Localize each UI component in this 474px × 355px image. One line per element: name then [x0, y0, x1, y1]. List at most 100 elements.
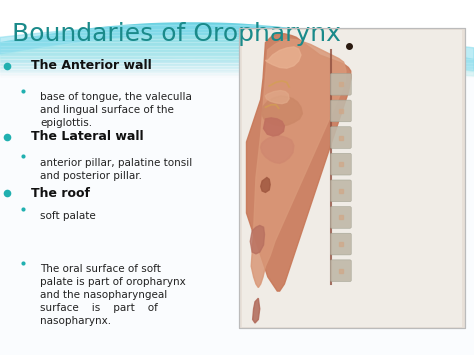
Bar [0, 1, 474, 3]
Bar [0, 92, 474, 94]
Bar [0, 87, 474, 88]
FancyBboxPatch shape [330, 260, 351, 282]
Bar [0, 94, 474, 95]
Bar [0, 16, 474, 17]
Bar [0, 41, 474, 43]
Bar [0, 104, 474, 105]
Polygon shape [265, 91, 289, 104]
Bar [0, 0, 474, 1]
Bar [0, 11, 474, 13]
Bar [0, 84, 474, 85]
Bar [0, 17, 474, 18]
Bar [0, 98, 474, 99]
Bar [0, 43, 474, 44]
Bar [0, 99, 474, 101]
Bar [0, 82, 474, 84]
Bar [0, 51, 474, 53]
Bar [0, 89, 474, 91]
Bar [0, 6, 474, 7]
Bar [0, 31, 474, 33]
Bar [0, 78, 474, 80]
FancyBboxPatch shape [242, 30, 462, 327]
Bar [0, 91, 474, 92]
Bar [0, 47, 474, 48]
FancyBboxPatch shape [330, 100, 351, 122]
Bar [0, 65, 474, 67]
Text: anterior pillar, palatine tonsil
and posterior pillar.: anterior pillar, palatine tonsil and pos… [40, 158, 192, 181]
Bar [0, 54, 474, 55]
Bar [0, 102, 474, 104]
Polygon shape [265, 47, 301, 68]
Bar [0, 21, 474, 23]
Bar [0, 33, 474, 34]
Bar [0, 45, 474, 47]
FancyBboxPatch shape [239, 28, 465, 328]
FancyBboxPatch shape [330, 233, 351, 255]
Bar [0, 108, 474, 109]
Bar [0, 30, 474, 31]
Bar [0, 106, 474, 108]
Bar [0, 55, 474, 57]
Bar [0, 34, 474, 36]
Bar [0, 97, 474, 98]
Polygon shape [261, 178, 270, 192]
Bar [0, 77, 474, 78]
Polygon shape [264, 118, 284, 136]
Bar [0, 57, 474, 58]
FancyBboxPatch shape [330, 127, 351, 148]
Bar [0, 14, 474, 16]
Bar [0, 101, 474, 102]
Text: The oral surface of soft
palate is part of oropharynx
and the nasopharyngeal
sur: The oral surface of soft palate is part … [40, 264, 186, 326]
Bar [0, 112, 474, 114]
Bar [0, 58, 474, 60]
FancyBboxPatch shape [330, 207, 351, 228]
Bar [0, 88, 474, 89]
Bar [0, 3, 474, 4]
Bar [0, 18, 474, 20]
Bar [0, 105, 474, 106]
Text: base of tongue, the valeculla
and lingual surface of the
epiglottis.: base of tongue, the valeculla and lingua… [40, 92, 192, 128]
Bar [0, 53, 474, 54]
Bar [0, 38, 474, 40]
Bar [0, 10, 474, 11]
Bar [0, 20, 474, 21]
Bar [0, 4, 474, 6]
Bar [0, 61, 474, 62]
Bar [0, 64, 474, 65]
Bar [0, 71, 474, 72]
Text: Boundaries of Oropharynx: Boundaries of Oropharynx [12, 22, 341, 46]
Bar [0, 81, 474, 82]
Text: The roof: The roof [31, 187, 90, 200]
Bar [0, 28, 474, 30]
Bar [0, 80, 474, 81]
Bar [0, 67, 474, 68]
Bar [0, 109, 474, 111]
Bar [0, 7, 474, 9]
Bar [0, 72, 474, 74]
Bar [0, 85, 474, 87]
Polygon shape [262, 96, 302, 126]
Polygon shape [246, 34, 351, 291]
Bar [0, 23, 474, 24]
Bar [0, 62, 474, 64]
Bar [0, 24, 474, 26]
Bar [0, 48, 474, 50]
Bar [0, 60, 474, 61]
Bar [0, 74, 474, 75]
FancyBboxPatch shape [330, 180, 351, 202]
Bar [0, 26, 474, 27]
Bar [0, 9, 474, 10]
Bar [0, 70, 474, 71]
FancyBboxPatch shape [330, 153, 351, 175]
Bar [0, 36, 474, 37]
Polygon shape [253, 298, 260, 323]
Bar [0, 27, 474, 28]
Polygon shape [261, 136, 294, 163]
Bar [0, 44, 474, 45]
Bar [0, 40, 474, 41]
Bar [0, 37, 474, 38]
Bar [0, 13, 474, 14]
Polygon shape [250, 225, 264, 254]
Text: The Anterior wall: The Anterior wall [31, 59, 152, 72]
Bar [0, 50, 474, 51]
